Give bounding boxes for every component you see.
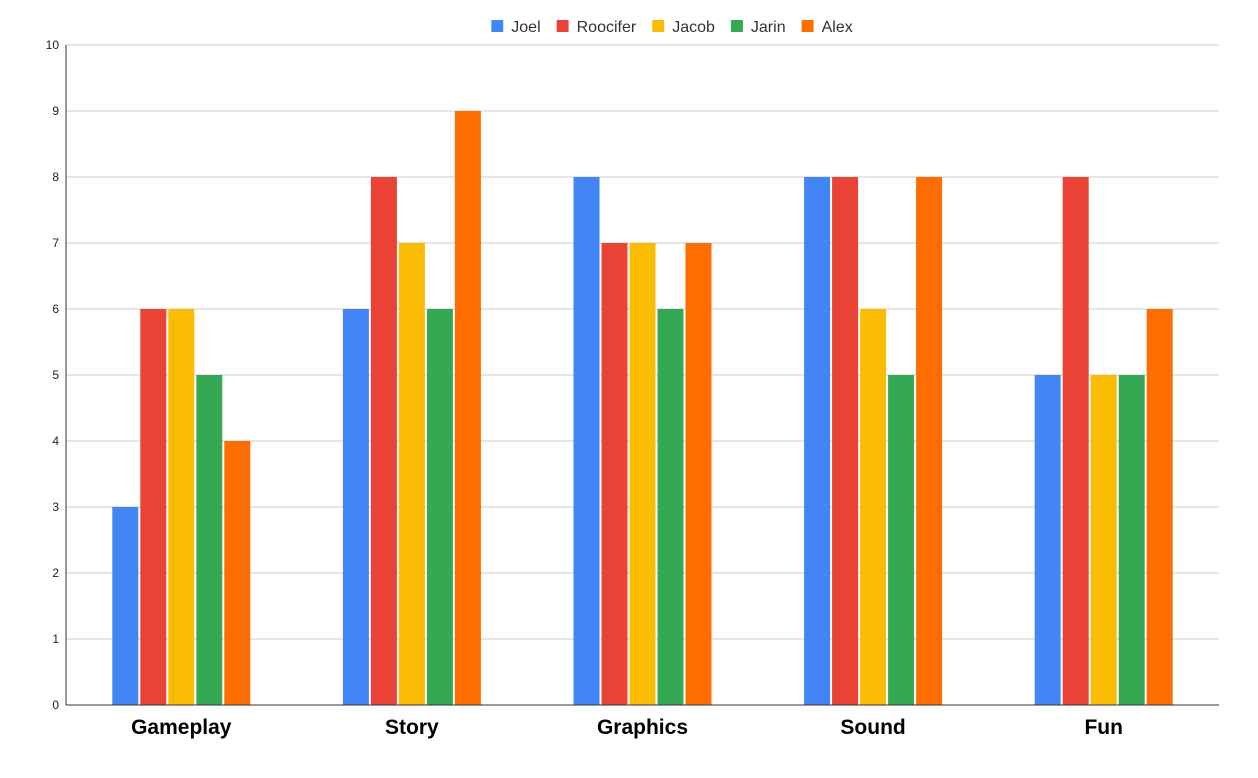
bar-jacob-graphics [629, 243, 656, 705]
bar-roocifer-story [370, 177, 397, 705]
bar-joel-sound [804, 177, 831, 705]
bar-jarin-gameplay [196, 375, 223, 705]
bar-jacob-fun [1090, 375, 1117, 705]
x-tick-label: Gameplay [131, 716, 232, 739]
bar-alex-story [454, 111, 481, 705]
legend-swatch-alex [801, 20, 814, 32]
x-tick-label: Graphics [597, 716, 688, 739]
bar-jarin-fun [1118, 375, 1145, 705]
bar-alex-graphics [685, 243, 712, 705]
legend: Joel Roocifer Jacob Jarin Alex [491, 19, 853, 36]
bar-jacob-sound [860, 309, 887, 705]
y-tick-label: 6 [52, 302, 59, 316]
bar-jarin-story [426, 309, 453, 705]
bar-jacob-story [398, 243, 425, 705]
bar-roocifer-graphics [601, 243, 628, 705]
bar-jarin-graphics [657, 309, 684, 705]
bar-joel-graphics [573, 177, 600, 705]
x-axis-ticks: Gameplay Story Graphics Sound Fun [131, 716, 1123, 739]
legend-swatch-jarin [730, 20, 743, 32]
legend-label: Jacob [672, 19, 715, 36]
bar-joel-gameplay [112, 507, 139, 705]
bar-joel-story [342, 309, 369, 705]
bars [112, 111, 1173, 705]
y-tick-label: 8 [52, 170, 59, 184]
bar-alex-fun [1146, 309, 1173, 705]
legend-label: Roocifer [577, 19, 637, 36]
y-tick-label: 7 [52, 236, 59, 250]
legend-label: Jarin [751, 19, 786, 36]
y-tick-label: 10 [46, 38, 60, 52]
x-tick-label: Sound [840, 716, 905, 739]
y-axis-ticks: 0 1 2 3 4 5 6 7 8 9 10 [46, 38, 60, 712]
bar-jacob-gameplay [168, 309, 195, 705]
bar-roocifer-sound [832, 177, 859, 705]
y-tick-label: 9 [52, 104, 59, 118]
y-tick-label: 4 [52, 434, 59, 448]
y-tick-label: 0 [52, 698, 59, 712]
bar-roocifer-gameplay [140, 309, 167, 705]
legend-label: Alex [822, 19, 853, 36]
legend-swatch-roocifer [556, 20, 569, 32]
axes [65, 45, 1219, 706]
bar-roocifer-fun [1062, 177, 1089, 705]
legend-label: Joel [511, 19, 540, 36]
legend-swatch-joel [491, 20, 504, 32]
x-tick-label: Story [385, 716, 439, 739]
legend-swatch-jacob [652, 20, 665, 32]
bar-jarin-sound [888, 375, 915, 705]
bar-alex-sound [916, 177, 943, 705]
y-tick-label: 5 [52, 368, 59, 382]
y-tick-label: 1 [52, 632, 59, 646]
x-tick-label: Fun [1084, 716, 1122, 739]
y-tick-label: 3 [52, 500, 59, 514]
bar-alex-gameplay [224, 441, 251, 705]
y-tick-label: 2 [52, 566, 59, 580]
bar-joel-fun [1034, 375, 1061, 705]
